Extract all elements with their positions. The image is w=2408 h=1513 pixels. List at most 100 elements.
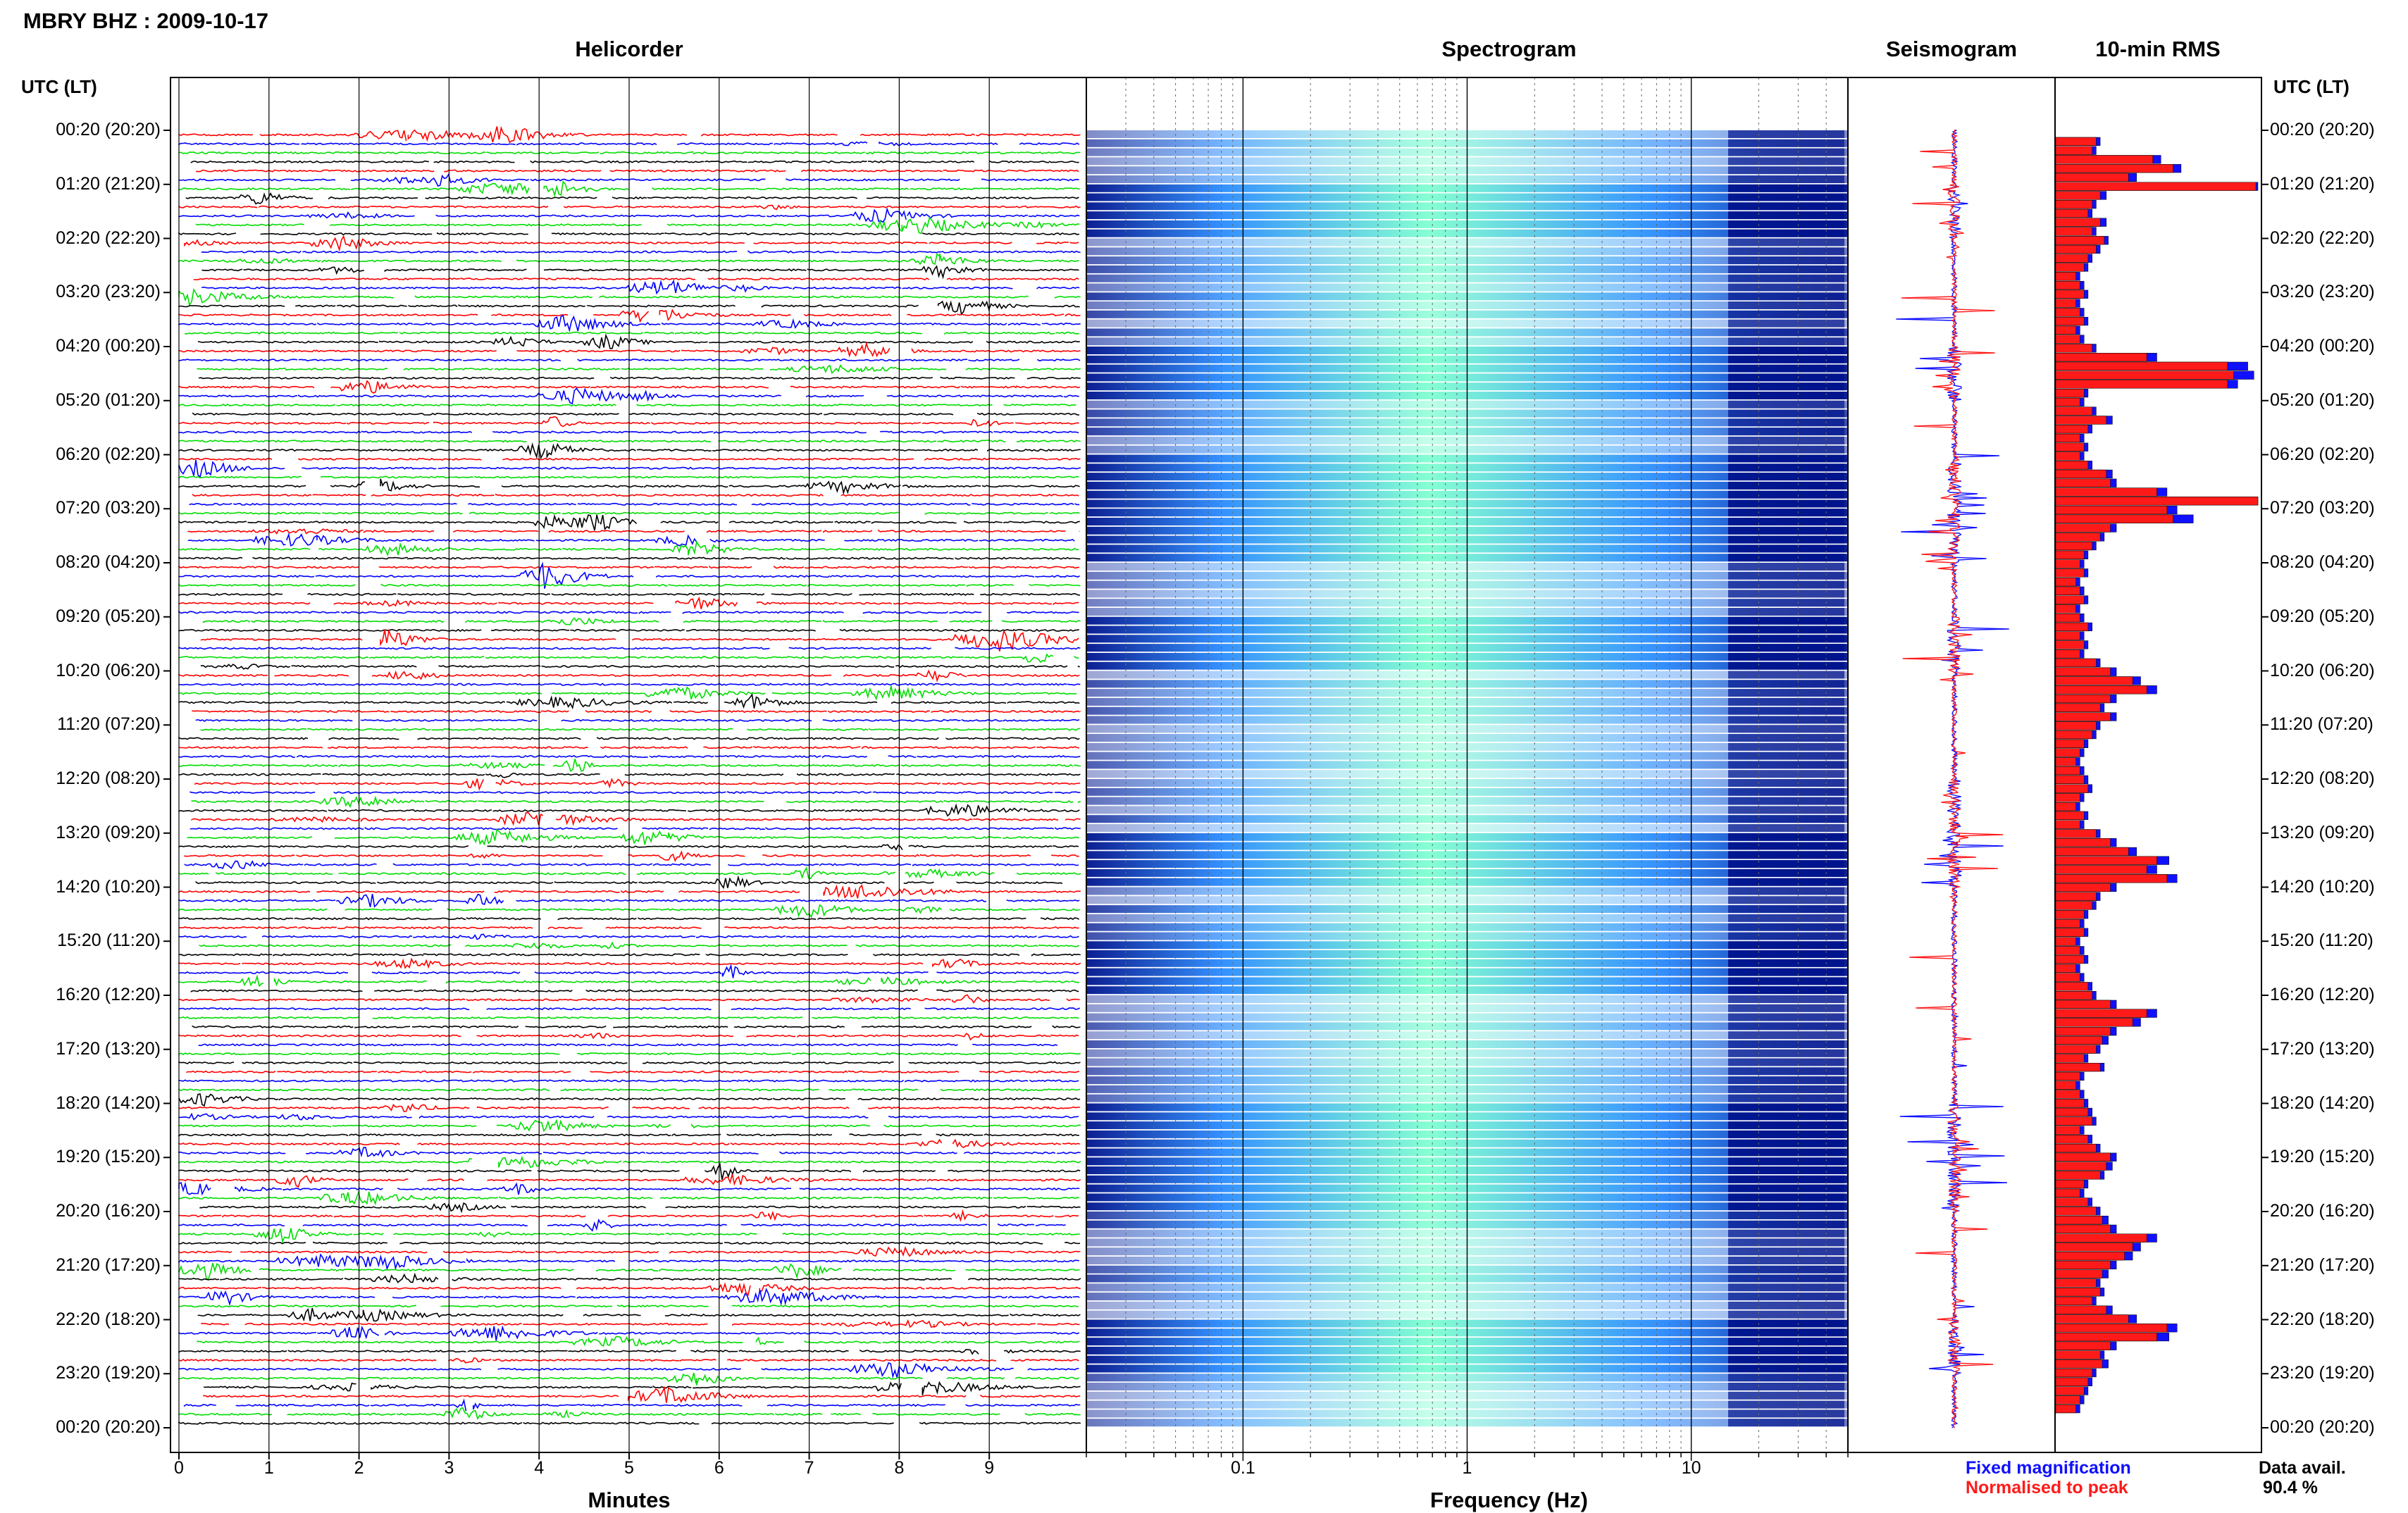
- rms-bar-normalised-134: [2055, 1341, 2111, 1350]
- y-axis-title-left: UTC (LT): [21, 76, 97, 97]
- helicorder-trace-67: [178, 737, 1080, 740]
- spectrogram-high-freq-119: [1728, 1202, 1844, 1211]
- rms-bar-normalised-39: [2055, 487, 2157, 497]
- spectrogram-high-freq-98: [1728, 1013, 1844, 1021]
- minutes-tick-label-0: 0: [174, 1458, 184, 1478]
- spectrogram-high-freq-69: [1728, 752, 1844, 760]
- spectrogram-high-freq-113: [1728, 1148, 1844, 1157]
- spectrogram-high-freq-24: [1728, 347, 1844, 354]
- spectrogram-high-freq-92: [1728, 959, 1844, 967]
- rms-bar-normalised-32: [2055, 425, 2089, 434]
- y-axis-title-right: UTC (LT): [2273, 76, 2350, 97]
- helicorder-trace-132: [201, 1319, 1080, 1328]
- helicorder-trace-27: [198, 376, 1081, 380]
- spectrogram-high-freq-105: [1728, 1076, 1844, 1085]
- rms-bar-normalised-52: [2055, 604, 2076, 614]
- rms-bar-normalised-43: [2055, 523, 2111, 533]
- hour-label-right-17: 17:20 (13:20): [2270, 1038, 2375, 1059]
- rms-bar-normalised-5: [2055, 182, 2257, 191]
- helicorder-trace-140: [203, 1386, 1081, 1403]
- rms-bar-normalised-61: [2055, 685, 2147, 695]
- helicorder-trace-115: [178, 1162, 1081, 1180]
- hour-label-left-11: 11:20 (07:20): [57, 714, 161, 735]
- hour-label-right-21: 21:20 (17:20): [2270, 1254, 2375, 1275]
- spectrogram-high-freq-72: [1728, 779, 1844, 787]
- rms-bar-normalised-119: [2055, 1207, 2097, 1216]
- hour-label-left-17: 17:20 (13:20): [56, 1038, 161, 1059]
- rms-bar-normalised-25: [2055, 361, 2228, 371]
- helicorder-trace-118: [178, 1190, 1080, 1206]
- helicorder-trace-72: [194, 778, 1081, 791]
- spectrogram-high-freq-123: [1728, 1238, 1844, 1247]
- helicorder-trace-54: [202, 617, 1081, 625]
- helicorder-trace-18: [178, 287, 1081, 307]
- hour-label-right-2: 02:20 (22:20): [2270, 228, 2375, 248]
- rms-bar-normalised-118: [2055, 1197, 2089, 1207]
- hour-label-right-9: 09:20 (05:20): [2270, 606, 2375, 626]
- helicorder-trace-30: [179, 404, 1090, 406]
- spectrogram-high-freq-45: [1728, 535, 1844, 544]
- helicorder-trace-112: [178, 1138, 1081, 1149]
- spectrogram-high-freq-12: [1728, 238, 1844, 247]
- helicorder-trace-142: [178, 1407, 1081, 1421]
- helicorder-trace-75: [178, 803, 1080, 817]
- helicorder-trace-111: [178, 1133, 1079, 1137]
- helicorder-trace-77: [190, 826, 1081, 830]
- rms-bar-normalised-2: [2055, 155, 2154, 164]
- rms-bar-normalised-102: [2055, 1054, 2085, 1063]
- legend-normalised-to-peak: Normalised to peak: [1966, 1478, 2128, 1498]
- spectrogram-high-freq-103: [1728, 1058, 1844, 1066]
- helicorder-trace-74: [191, 795, 1081, 809]
- spectrogram-high-freq-18: [1728, 292, 1844, 301]
- spectrogram-high-freq-101: [1728, 1040, 1844, 1048]
- spectrogram-high-freq-102: [1728, 1049, 1844, 1057]
- spectrogram-high-freq-87: [1728, 914, 1844, 922]
- spectrogram-high-freq-133: [1728, 1328, 1844, 1337]
- rms-bar-normalised-113: [2055, 1152, 2111, 1162]
- helicorder-trace-76: [191, 811, 1081, 826]
- rms-bar-normalised-81: [2055, 865, 2147, 874]
- helicorder-trace-36: [178, 457, 1081, 461]
- rms-bar-normalised-21: [2055, 325, 2076, 335]
- minutes-tick-label-4: 4: [534, 1458, 545, 1478]
- helicorder-trace-100: [178, 1033, 1079, 1041]
- spectrogram-high-freq-46: [1728, 544, 1844, 553]
- helicorder-trace-31: [192, 412, 1080, 416]
- spectrogram-high-freq-84: [1728, 887, 1844, 895]
- helicorder-trace-64: [192, 709, 1081, 714]
- spectrogram-high-freq-4: [1728, 166, 1844, 175]
- hour-label-right-5: 05:20 (01:20): [2270, 390, 2375, 410]
- hour-label-right-7: 07:20 (03:20): [2270, 498, 2375, 518]
- hour-label-left-18: 18:20 (14:20): [56, 1092, 161, 1113]
- helicorder-trace-129: [178, 1288, 1080, 1307]
- hour-label-left-3: 03:20 (23:20): [56, 282, 161, 302]
- helicorder-trace-119: [199, 1202, 1081, 1214]
- rms-bar-normalised-140: [2055, 1395, 2080, 1405]
- spectrogram-high-freq-30: [1728, 400, 1844, 409]
- rms-bar-normalised-103: [2055, 1063, 2101, 1072]
- rms-bar-normalised-78: [2055, 838, 2111, 847]
- hour-label-right-23: 23:20 (19:20): [2270, 1363, 2375, 1383]
- rms-bar-normalised-73: [2055, 793, 2080, 802]
- rms-bar-normalised-104: [2055, 1071, 2080, 1081]
- rms-bar-normalised-75: [2055, 811, 2085, 820]
- rms-bar-normalised-26: [2055, 371, 2234, 380]
- rms-bar-normalised-55: [2055, 631, 2080, 640]
- helicorder-trace-4: [196, 169, 1079, 173]
- helicorder-trace-95: [190, 989, 1079, 992]
- helicorder-trace-135: [178, 1349, 1081, 1355]
- rms-bar-normalised-22: [2055, 335, 2080, 344]
- seismogram-title: Seismogram: [1885, 37, 2018, 61]
- rms-bar-normalised-133: [2055, 1332, 2157, 1342]
- helicorder-trace-35: [178, 442, 1081, 460]
- rms-bar-normalised-0: [2055, 137, 2097, 146]
- spectrogram-high-freq-0: [1728, 130, 1844, 138]
- hour-label-left-2: 02:20 (22:20): [56, 228, 161, 248]
- hour-label-left-20: 20:20 (16:20): [56, 1201, 161, 1221]
- rms-bar-normalised-125: [2055, 1260, 2111, 1270]
- rms-bar-normalised-131: [2055, 1314, 2129, 1324]
- rms-bar-normalised-68: [2055, 748, 2080, 757]
- spectrogram-high-freq-9: [1728, 211, 1844, 220]
- rms-bar-normalised-139: [2055, 1386, 2085, 1395]
- spectrogram-high-freq-53: [1728, 608, 1844, 616]
